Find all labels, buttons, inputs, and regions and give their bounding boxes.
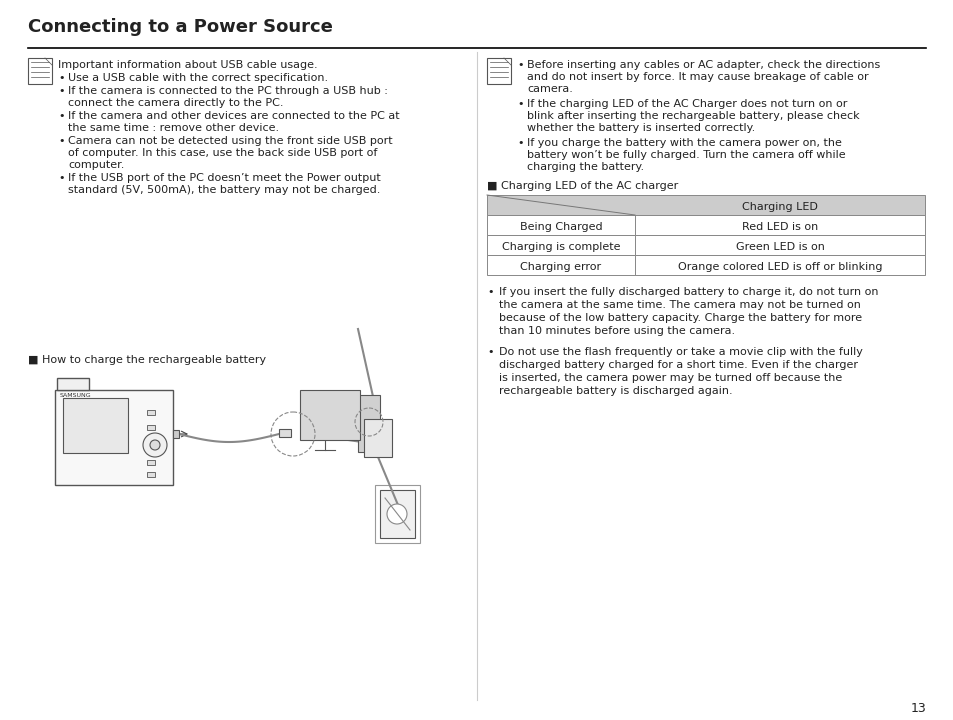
Text: Charging LED: Charging LED: [741, 202, 817, 212]
Text: than 10 minutes before using the camera.: than 10 minutes before using the camera.: [498, 326, 735, 336]
Bar: [147, 410, 154, 415]
Bar: [635, 255, 924, 275]
Bar: [357, 395, 379, 452]
Text: Charging is complete: Charging is complete: [501, 242, 619, 252]
Text: If you charge the battery with the camera power on, the: If you charge the battery with the camer…: [526, 138, 841, 148]
Bar: [57, 378, 89, 390]
Text: If the USB port of the PC doesn’t meet the Power output: If the USB port of the PC doesn’t meet t…: [68, 173, 380, 183]
Text: ■ Charging LED of the AC charger: ■ Charging LED of the AC charger: [486, 181, 678, 191]
Bar: [486, 255, 635, 275]
Text: •: •: [486, 287, 493, 297]
Text: Camera can not be detected using the front side USB port: Camera can not be detected using the fro…: [68, 136, 393, 146]
Text: charging the battery.: charging the battery.: [526, 162, 643, 172]
Bar: [28, 58, 52, 84]
Bar: [147, 425, 154, 430]
Text: Use a USB cable with the correct specification.: Use a USB cable with the correct specifi…: [68, 73, 328, 83]
Text: If you insert the fully discharged battery to charge it, do not turn on: If you insert the fully discharged batte…: [498, 287, 878, 297]
Text: •: •: [517, 138, 523, 148]
Text: •: •: [58, 173, 65, 183]
Text: If the camera and other devices are connected to the PC at: If the camera and other devices are conn…: [68, 111, 399, 121]
Circle shape: [150, 440, 160, 450]
Text: SAMSUNG: SAMSUNG: [60, 393, 91, 398]
Text: •: •: [517, 99, 523, 109]
Bar: [55, 390, 172, 485]
Text: If the charging LED of the AC Charger does not turn on or: If the charging LED of the AC Charger do…: [526, 99, 846, 109]
Text: connect the camera directly to the PC.: connect the camera directly to the PC.: [68, 98, 283, 108]
Text: the camera at the same time. The camera may not be turned on: the camera at the same time. The camera …: [498, 300, 860, 310]
Bar: [278, 429, 291, 437]
Circle shape: [143, 433, 167, 457]
Text: Charging error: Charging error: [520, 262, 601, 272]
Bar: [486, 235, 635, 255]
Text: Do not use the flash frequently or take a movie clip with the fully: Do not use the flash frequently or take …: [498, 347, 862, 357]
Text: because of the low battery capacity. Charge the battery for more: because of the low battery capacity. Cha…: [498, 313, 862, 323]
Bar: [375, 485, 419, 543]
Text: Orange colored LED is off or blinking: Orange colored LED is off or blinking: [677, 262, 882, 272]
Text: •: •: [58, 73, 65, 83]
Text: standard (5V, 500mA), the battery may not be charged.: standard (5V, 500mA), the battery may no…: [68, 185, 380, 195]
Text: Connecting to a Power Source: Connecting to a Power Source: [28, 18, 333, 36]
Text: Red LED is on: Red LED is on: [741, 222, 818, 232]
Text: rechargeable battery is discharged again.: rechargeable battery is discharged again…: [498, 386, 732, 396]
Bar: [379, 490, 415, 538]
Bar: [364, 419, 392, 457]
Text: •: •: [58, 86, 65, 96]
Bar: [635, 215, 924, 235]
Bar: [486, 58, 511, 84]
Text: Before inserting any cables or AC adapter, check the directions: Before inserting any cables or AC adapte…: [526, 60, 880, 70]
Text: whether the battery is inserted correctly.: whether the battery is inserted correctl…: [526, 123, 755, 133]
Text: of computer. In this case, use the back side USB port of: of computer. In this case, use the back …: [68, 148, 377, 158]
Text: battery won’t be fully charged. Turn the camera off while: battery won’t be fully charged. Turn the…: [526, 150, 844, 160]
Text: 13: 13: [909, 702, 925, 715]
Bar: [486, 195, 924, 215]
Text: •: •: [517, 60, 523, 70]
Text: ■ How to charge the rechargeable battery: ■ How to charge the rechargeable battery: [28, 355, 266, 365]
Bar: [63, 398, 128, 453]
Text: camera.: camera.: [526, 84, 572, 94]
Bar: [172, 430, 179, 438]
Text: •: •: [58, 136, 65, 146]
Text: Green LED is on: Green LED is on: [735, 242, 823, 252]
Circle shape: [387, 504, 407, 524]
Bar: [147, 472, 154, 477]
Text: and do not insert by force. It may cause breakage of cable or: and do not insert by force. It may cause…: [526, 72, 868, 82]
Text: the same time : remove other device.: the same time : remove other device.: [68, 123, 279, 133]
Bar: [147, 460, 154, 465]
Text: Important information about USB cable usage.: Important information about USB cable us…: [58, 60, 317, 70]
Text: •: •: [486, 347, 493, 357]
Text: computer.: computer.: [68, 160, 124, 170]
Text: is inserted, the camera power may be turned off because the: is inserted, the camera power may be tur…: [498, 373, 841, 383]
Text: discharged battery charged for a short time. Even if the charger: discharged battery charged for a short t…: [498, 360, 857, 370]
Bar: [299, 390, 359, 440]
Bar: [635, 235, 924, 255]
Text: If the camera is connected to the PC through a USB hub :: If the camera is connected to the PC thr…: [68, 86, 388, 96]
Text: Being Charged: Being Charged: [519, 222, 601, 232]
Text: •: •: [58, 111, 65, 121]
Text: blink after inserting the rechargeable battery, please check: blink after inserting the rechargeable b…: [526, 111, 859, 121]
Bar: [486, 215, 635, 235]
